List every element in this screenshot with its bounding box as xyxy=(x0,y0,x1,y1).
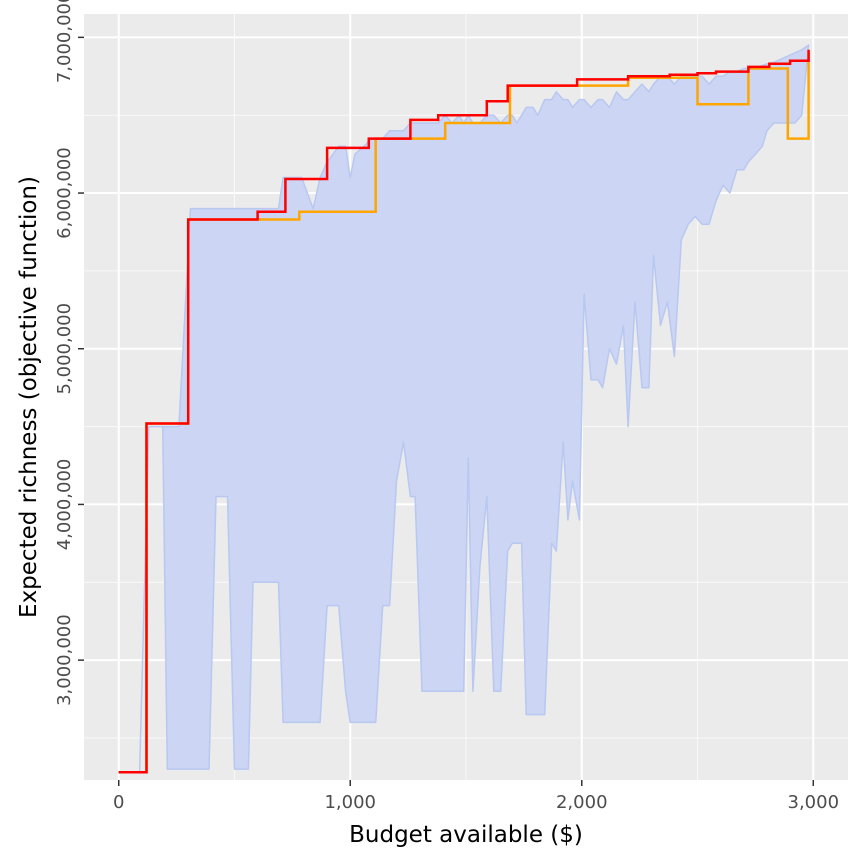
x-tick-label: 3,000 xyxy=(788,792,840,813)
x-tick-label: 1,000 xyxy=(324,792,376,813)
x-tick-labels: 0 1,000 2,000 3,000 xyxy=(113,792,839,813)
y-tick-labels: 3,000,000 4,000,000 5,000,000 6,000,000 7,00… xyxy=(54,0,75,706)
x-tick-label: 2,000 xyxy=(556,792,608,813)
y-tick-label: 7,000,000 xyxy=(54,0,75,83)
y-tick-label: 4,000,000 xyxy=(54,459,75,551)
solution-range-ribbon xyxy=(117,44,810,773)
y-tick-label: 6,000,000 xyxy=(54,147,75,239)
y-tick-label: 3,000,000 xyxy=(54,614,75,706)
x-axis-title: Budget available ($) xyxy=(349,822,583,848)
x-tick-label: 0 xyxy=(113,792,124,813)
y-axis-title: Expected richness (objective function) xyxy=(16,176,42,618)
series-layer xyxy=(118,49,810,774)
axis-ticks xyxy=(78,36,815,786)
ribbon-layer xyxy=(117,44,810,773)
series-line-2 xyxy=(118,49,810,774)
y-tick-label: 5,000,000 xyxy=(54,303,75,395)
